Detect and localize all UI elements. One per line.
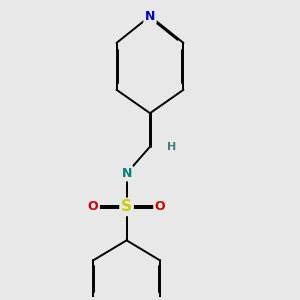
Text: N: N: [122, 167, 132, 180]
Text: N: N: [145, 10, 155, 23]
Text: H: H: [167, 142, 176, 152]
Text: O: O: [155, 200, 165, 213]
Text: S: S: [121, 200, 132, 214]
Text: O: O: [88, 200, 98, 213]
